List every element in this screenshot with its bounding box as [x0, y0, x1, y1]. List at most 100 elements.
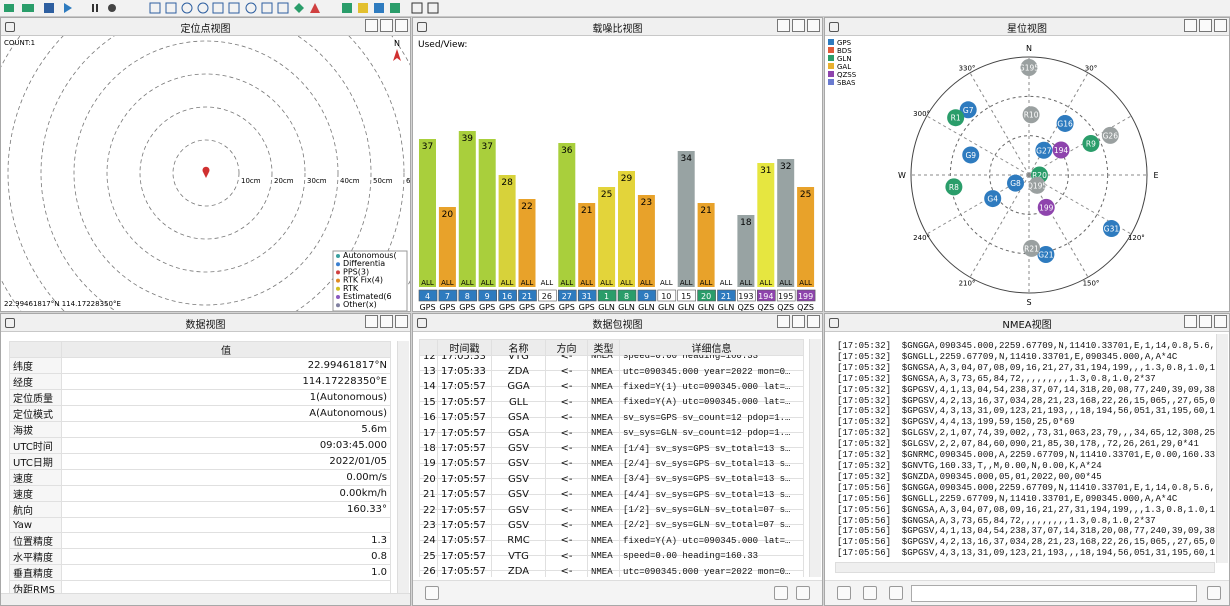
prn-box [677, 289, 697, 302]
packet-row[interactable]: 13 17:05:33 ZDA <- NMEA utc=090345.000 year=2… [419, 363, 804, 380]
data-label: 22 [521, 202, 532, 212]
legend-label: Differentia [343, 259, 385, 268]
delete-button[interactable] [425, 586, 439, 600]
legend-dot [336, 303, 340, 308]
minimize-button[interactable] [777, 315, 790, 328]
delete-button[interactable] [863, 586, 877, 600]
packet-row[interactable]: 17 17:05:57 GSA <- NMEA sv_sys=GLN sv_count=1… [419, 424, 804, 442]
field-value: 09:03:45.000 [61, 437, 391, 454]
h-scrollbar[interactable] [1, 593, 410, 605]
packet-row[interactable]: 14 17:05:57 GGA <- NMEA fixed=Y(1) utc=090345… [419, 378, 804, 396]
satellite-label: Q195 [1027, 181, 1047, 190]
bar-label: ALL [660, 279, 673, 287]
packet-cell: 14 [419, 378, 438, 396]
bar-label: ALL [541, 279, 554, 287]
nmea-line: [17:05:32] $GPGSV,4,4,13,199,59,150,25,0… [837, 417, 1075, 428]
filter-button[interactable] [889, 586, 903, 600]
satellite-label: G26 [1103, 131, 1119, 140]
packet-cell: 17:05:57 [437, 532, 492, 550]
prn-label: 193 [738, 292, 753, 301]
north-label: N [394, 39, 400, 48]
maximize-button[interactable] [1199, 315, 1212, 328]
close-button[interactable] [395, 19, 408, 32]
coordinates: 22.99461817°N 114.17228350°E [4, 300, 121, 308]
packet-cell: 17:05:33 [437, 363, 492, 380]
data-label: 37 [422, 142, 433, 152]
scrollbar[interactable] [1216, 334, 1228, 563]
h-scrollbar[interactable] [835, 562, 1215, 573]
close-button[interactable] [807, 315, 820, 328]
packet-row[interactable]: 15 17:05:57 GLL <- NMEA fixed=Y(A) utc=090345… [419, 394, 804, 411]
minimize-button[interactable] [777, 19, 790, 32]
minimize-button[interactable] [365, 19, 378, 32]
packet-cell: 23 [419, 517, 438, 534]
legend-label: RTK [343, 284, 359, 293]
panel-header: 数据包视图 [413, 314, 822, 332]
maximize-button[interactable] [792, 19, 805, 32]
packet-row[interactable]: 26 17:05:57 ZDA <- NMEA utc=090345.000 year=2… [419, 563, 804, 577]
satellite [1035, 141, 1053, 159]
angle-label: 210° [959, 279, 976, 287]
packet-cell: GSV [491, 455, 546, 473]
export-button[interactable] [1207, 586, 1221, 600]
save-button[interactable] [774, 586, 788, 600]
close-button[interactable] [1214, 19, 1227, 32]
packet-row[interactable]: 24 17:05:57 RMC <- NMEA fixed=Y(A) utc=090345… [419, 532, 804, 550]
satellite-label: G4 [987, 195, 998, 204]
scrollbar[interactable] [397, 341, 409, 593]
packet-cell: NMEA [587, 363, 620, 380]
packet-cell: 17:05:57 [437, 455, 492, 473]
panel-header: 星位视图 [825, 18, 1229, 36]
clear-button[interactable] [837, 586, 851, 600]
nmea-line: [17:05:56] $GNGGA,090345.000,2259.67709,… [837, 482, 1215, 493]
packet-cell: <- [545, 378, 588, 396]
packet-cell: <- [545, 424, 588, 442]
minimize-button[interactable] [365, 315, 378, 328]
field-value: 22.99461817°N [61, 357, 391, 374]
packet-row[interactable]: 16 17:05:57 GSA <- NMEA sv_sys=GPS sv_count=1… [419, 409, 804, 426]
packet-cell: sv_sys=GLN sv_count=12 pdop=1.… [619, 424, 804, 442]
ring [7, 36, 405, 311]
maximize-button[interactable] [380, 315, 393, 328]
bar-label: ALL [740, 279, 753, 287]
close-button[interactable] [1214, 315, 1227, 328]
satellite-label: R10 [1024, 111, 1039, 120]
prn-label: 7 [445, 292, 450, 301]
angle-label: 240° [913, 234, 930, 242]
maximize-button[interactable] [792, 315, 805, 328]
bar-label: ALL [561, 279, 574, 287]
packet-row[interactable]: 18 17:05:57 GSV <- NMEA [1/4] sv_sys=GPS sv_t… [419, 440, 804, 457]
packet-row[interactable]: 20 17:05:57 GSV <- NMEA [3/4] sv_sys=GPS sv_t… [419, 471, 804, 488]
prn-box [418, 289, 438, 302]
close-button[interactable] [807, 19, 820, 32]
field-value: 0.00km/h [61, 485, 391, 502]
minimize-button[interactable] [1184, 315, 1197, 328]
maximize-button[interactable] [380, 19, 393, 32]
packet-row[interactable]: 22 17:05:57 GSV <- NMEA [1/2] sv_sys=GLN sv_t… [419, 501, 804, 519]
minimize-button[interactable] [1184, 19, 1197, 32]
bar [518, 199, 536, 287]
scrollbar[interactable] [809, 339, 821, 577]
legend-dot [336, 262, 340, 267]
packet-row[interactable]: 25 17:05:57 VTG <- NMEA speed=0.00 heading=16… [419, 548, 804, 565]
window-buttons [1184, 315, 1227, 328]
packet-row[interactable]: 19 17:05:57 GSV <- NMEA [2/4] sv_sys=GPS sv_t… [419, 455, 804, 473]
packet-row[interactable]: 23 17:05:57 GSV <- NMEA [2/2] sv_sys=GLN sv_t… [419, 517, 804, 534]
toolbar-icons [4, 2, 439, 14]
system-label: GLN [678, 303, 695, 312]
export-button[interactable] [796, 586, 810, 600]
close-button[interactable] [395, 315, 408, 328]
prn-label: 9 [644, 292, 649, 301]
packet-row[interactable]: 21 17:05:57 GSV <- NMEA [4/4] sv_sys=GPS sv_t… [419, 486, 804, 503]
bar-label: ALL [481, 279, 494, 287]
header-cell [419, 339, 438, 356]
filter-input[interactable] [911, 585, 1197, 602]
satellite-label: G8 [1010, 179, 1021, 188]
prn-label: 194 [758, 292, 773, 301]
satellite [1102, 220, 1120, 238]
prn-box [657, 289, 677, 302]
field-label: 水平精度 [9, 548, 62, 566]
satellite [1022, 106, 1040, 124]
maximize-button[interactable] [1199, 19, 1212, 32]
bar [677, 151, 695, 287]
